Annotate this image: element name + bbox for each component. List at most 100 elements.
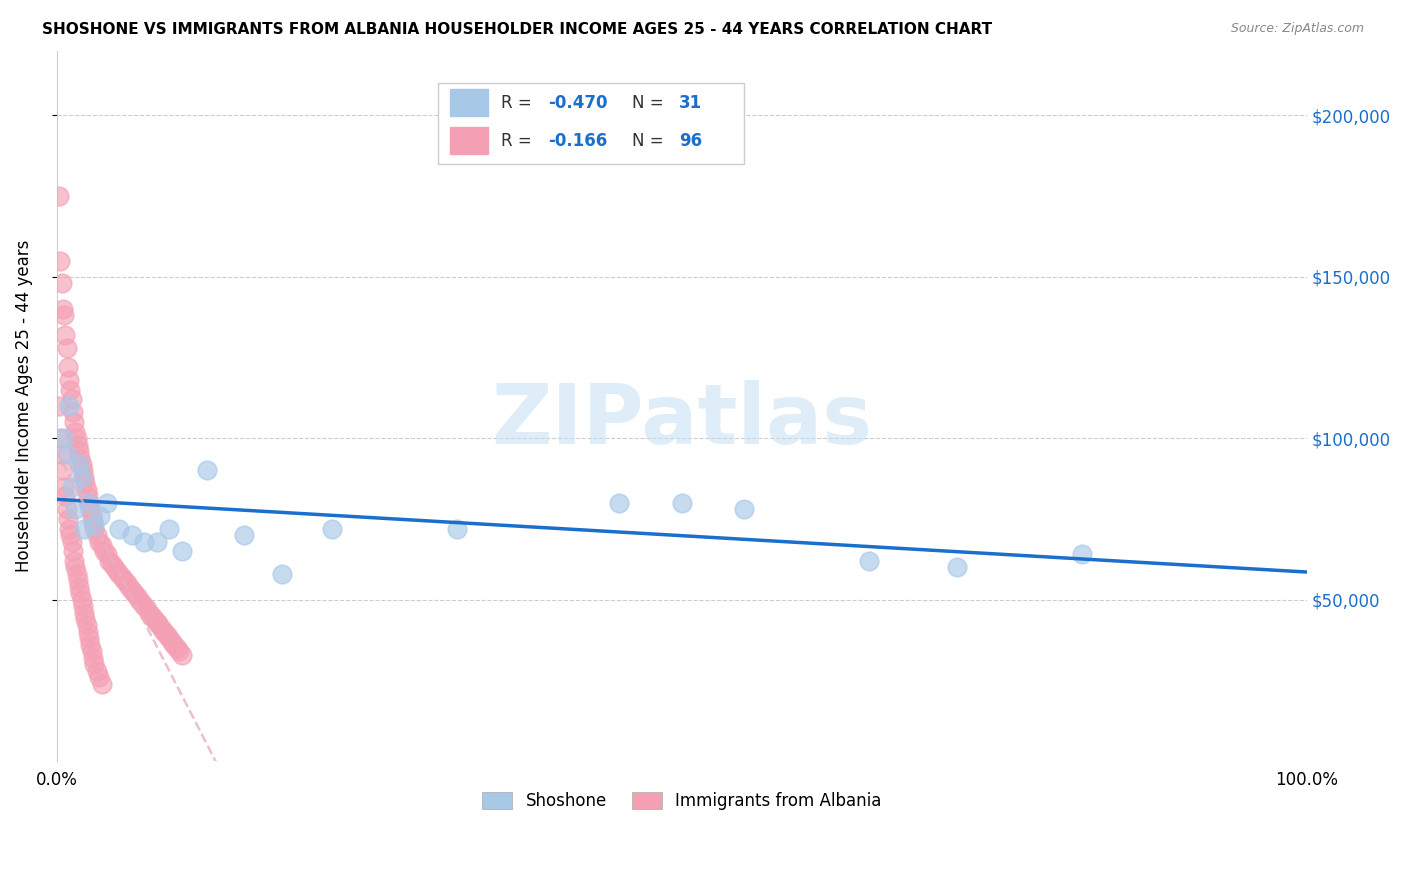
Point [121,582,143,597]
Point [73,470,96,484]
Point [72,463,94,477]
Point [53,489,76,503]
Point [105,564,128,578]
Point [56,360,79,375]
Point [160,634,183,648]
Point [86,528,108,542]
Point [65,566,87,581]
Point [63,554,86,568]
Point [60,480,83,494]
Point [59,383,82,397]
Point [69,450,91,465]
Point [69,586,91,600]
Point [131,596,153,610]
Point [65,431,87,445]
Point [75,612,97,626]
Point [80,508,103,523]
Point [108,566,131,581]
Point [76,618,98,632]
Text: -0.470: -0.470 [548,94,607,112]
Point [138,606,160,620]
Point [607,496,630,510]
Text: R =: R = [501,94,537,112]
Point [128,592,150,607]
Point [89,508,111,523]
Point [55,341,77,355]
Point [118,580,141,594]
Point [76,624,98,639]
Point [96,496,118,510]
Point [157,522,180,536]
Point [60,534,83,549]
Point [170,648,193,662]
Point [446,522,468,536]
Point [90,676,112,690]
Point [83,518,105,533]
FancyBboxPatch shape [439,83,744,164]
Point [55,502,77,516]
Point [70,592,93,607]
Text: 31: 31 [679,94,703,112]
Point [93,544,115,558]
Text: Source: ZipAtlas.com: Source: ZipAtlas.com [1230,22,1364,36]
Point [82,650,104,665]
Point [67,444,90,458]
Point [125,590,148,604]
Point [103,560,125,574]
Point [65,425,87,439]
Point [48,189,70,203]
Point [145,534,167,549]
Point [115,576,138,591]
Point [122,586,145,600]
Point [66,437,89,451]
Point [733,502,755,516]
Point [112,574,135,588]
Point [89,670,111,684]
Point [72,599,94,613]
Point [59,528,82,542]
Point [55,447,77,461]
Text: SHOSHONE VS IMMIGRANTS FROM ALBANIA HOUSEHOLDER INCOME AGES 25 - 44 YEARS CORREL: SHOSHONE VS IMMIGRANTS FROM ALBANIA HOUS… [42,22,993,37]
Legend: Shoshone, Immigrants from Albania: Shoshone, Immigrants from Albania [475,785,889,817]
Text: R =: R = [501,132,537,150]
Point [67,457,90,471]
Point [86,664,108,678]
Point [76,489,98,503]
Point [58,373,80,387]
Point [52,431,75,445]
Point [163,638,186,652]
Point [150,622,173,636]
Point [67,580,90,594]
Point [53,309,76,323]
Point [141,608,163,623]
Point [70,470,93,484]
Point [56,512,79,526]
Point [233,528,256,542]
Point [108,522,131,536]
Point [58,522,80,536]
Point [946,560,969,574]
Point [80,644,103,658]
Point [73,522,96,536]
Point [148,618,170,632]
Text: N =: N = [631,132,669,150]
Point [82,515,104,529]
Point [76,496,98,510]
Point [51,276,73,290]
Point [90,538,112,552]
Point [111,570,134,584]
Point [48,399,70,413]
Point [858,554,880,568]
Y-axis label: Householder Income Ages 25 - 44 years: Householder Income Ages 25 - 44 years [15,240,32,572]
Point [270,566,292,581]
Point [73,606,96,620]
Point [1071,548,1094,562]
Point [65,560,87,574]
Point [62,405,84,419]
Point [166,641,188,656]
Point [70,457,93,471]
Point [135,602,157,616]
Point [66,574,89,588]
Point [79,502,101,516]
Point [77,496,100,510]
